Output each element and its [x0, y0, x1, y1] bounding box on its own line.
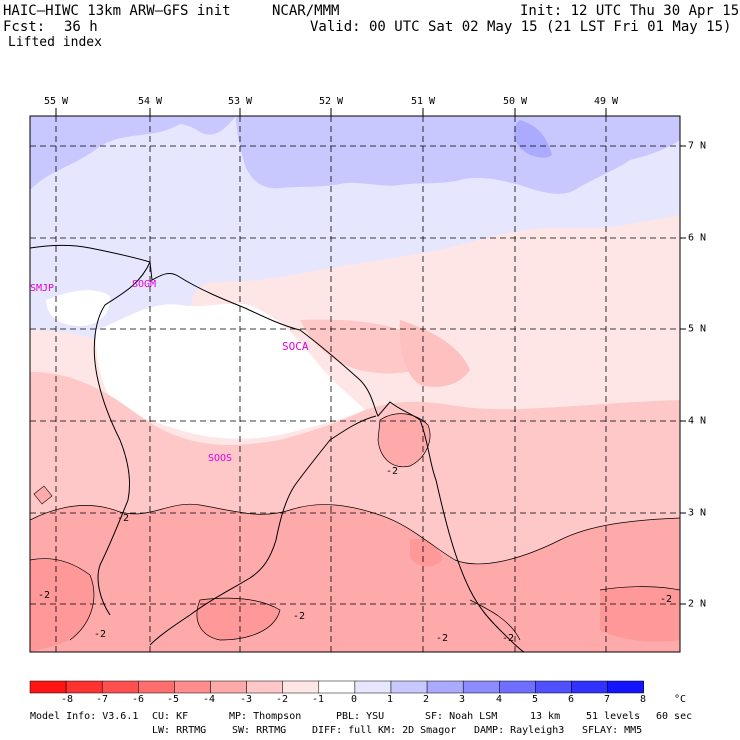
- init-time: Init: 12 UTC Thu 30 Apr 15: [520, 3, 740, 19]
- footer-km: KM: 2D Smagor: [378, 725, 457, 736]
- lon-label: 54 W: [137, 96, 163, 107]
- lat-label: 5 N: [688, 323, 707, 335]
- colorbar-label: 8: [639, 694, 647, 705]
- colorbar-label: 3: [458, 694, 466, 705]
- valid-time: Valid: 00 UTC Sat 02 May 15 (21 LST Fri …: [310, 19, 732, 35]
- colorbar-label: -1: [311, 694, 325, 705]
- organization-label: NCAR/MMM: [272, 3, 340, 19]
- colorbar-label: 0: [350, 694, 358, 705]
- station-label-soca: SOCA: [282, 340, 309, 353]
- colorbar-swatch: [462, 680, 500, 694]
- colorbar-swatch: [607, 680, 644, 694]
- colorbar-swatch: [426, 680, 464, 694]
- footer-sflay: SFLAY: MM5: [582, 725, 643, 736]
- colorbar-label: -3: [239, 694, 253, 705]
- colorbar-unit: °C: [673, 694, 687, 705]
- lat-label: 7 N: [688, 140, 707, 152]
- colorbar-label: 7: [603, 694, 611, 705]
- axis-ticks: [55, 108, 686, 605]
- colorbar-swatch: [65, 680, 103, 694]
- colorbar-swatch: [390, 680, 428, 694]
- footer-resolution: 13 km: [530, 711, 561, 722]
- footer-diff: DIFF: full: [312, 725, 373, 736]
- coastlines: [30, 244, 525, 652]
- colorbar-label: -7: [95, 694, 109, 705]
- lat-lon-grid: [30, 116, 680, 652]
- colorbar-label: 2: [422, 694, 430, 705]
- footer-levels: 51 levels: [586, 711, 641, 722]
- model-title: HAIC–HIWC 13km ARW–GFS init: [3, 3, 231, 19]
- station-label-soos: SOOS: [208, 453, 233, 464]
- lon-label: 51 W: [410, 96, 436, 107]
- colorbar-swatch: [101, 680, 139, 694]
- footer-damp: DAMP: Rayleigh3: [474, 725, 565, 736]
- shaded-field: [30, 116, 680, 652]
- colorbar-swatch: [535, 680, 572, 694]
- colorbar-swatch: [29, 680, 67, 694]
- footer-lw: LW: RRTMG: [152, 725, 207, 736]
- map-frame: [29, 115, 681, 653]
- colorbar-label: -6: [131, 694, 145, 705]
- colorbar-swatch: [210, 680, 247, 694]
- colorbar-label: 4: [495, 694, 503, 705]
- footer-sf: SF: Noah LSM: [425, 711, 498, 722]
- colorbar-swatch: [282, 680, 320, 694]
- colorbar-swatch: [499, 680, 536, 694]
- contour-label: -2: [502, 633, 515, 644]
- field-name: Lifted index: [8, 35, 102, 50]
- colorbar-swatch: [318, 680, 356, 694]
- colorbar-swatch: [246, 680, 283, 694]
- contour-lines: [30, 413, 680, 641]
- footer-cu: CU: KF: [152, 711, 189, 722]
- contour-label: -2: [117, 513, 130, 524]
- footer-timestep: 60 sec: [656, 711, 693, 722]
- footer-pbl: PBL: YSU: [336, 711, 385, 722]
- colorbar-label: -2: [275, 694, 289, 705]
- station-label-smjp: SMJP: [30, 283, 55, 294]
- footer-sw: SW: RRTMG: [232, 725, 287, 736]
- footer-model-info: Model Info: V3.6.1: [30, 711, 139, 722]
- lon-label: 49 W: [593, 96, 619, 107]
- colorbar-label: 6: [567, 694, 575, 705]
- lon-label: 53 W: [227, 96, 253, 107]
- contour-label: -2: [436, 633, 449, 644]
- lat-label: 2 N: [688, 598, 707, 610]
- forecast-hour: 36 h: [64, 19, 98, 35]
- footer-mp: MP: Thompson: [229, 711, 302, 722]
- colorbar-swatch: [174, 680, 211, 694]
- colorbar-swatch: [354, 680, 392, 694]
- lat-label: 6 N: [688, 232, 707, 244]
- lat-label: 3 N: [688, 507, 707, 519]
- colorbar-label: 5: [531, 694, 539, 705]
- colorbar-label: -8: [60, 694, 74, 705]
- contour-label: -2: [293, 611, 306, 622]
- colorbar-label: -4: [202, 694, 216, 705]
- lon-label: 55 W: [43, 96, 69, 107]
- colorbar-swatch: [571, 680, 608, 694]
- lon-label: 52 W: [318, 96, 344, 107]
- contour-label: -2: [386, 466, 399, 477]
- lat-label: 4 N: [688, 415, 707, 427]
- forecast-label: Fcst:: [3, 19, 46, 35]
- colorbar-label: -5: [166, 694, 180, 705]
- colorbar-swatch: [138, 680, 175, 694]
- contour-label: -2: [660, 594, 673, 605]
- contour-label: -2: [38, 590, 51, 601]
- station-label-sogm: SOGM: [132, 279, 157, 290]
- contour-label: -2: [94, 629, 107, 640]
- colorbar-label: 1: [386, 694, 394, 705]
- lon-label: 50 W: [502, 96, 528, 107]
